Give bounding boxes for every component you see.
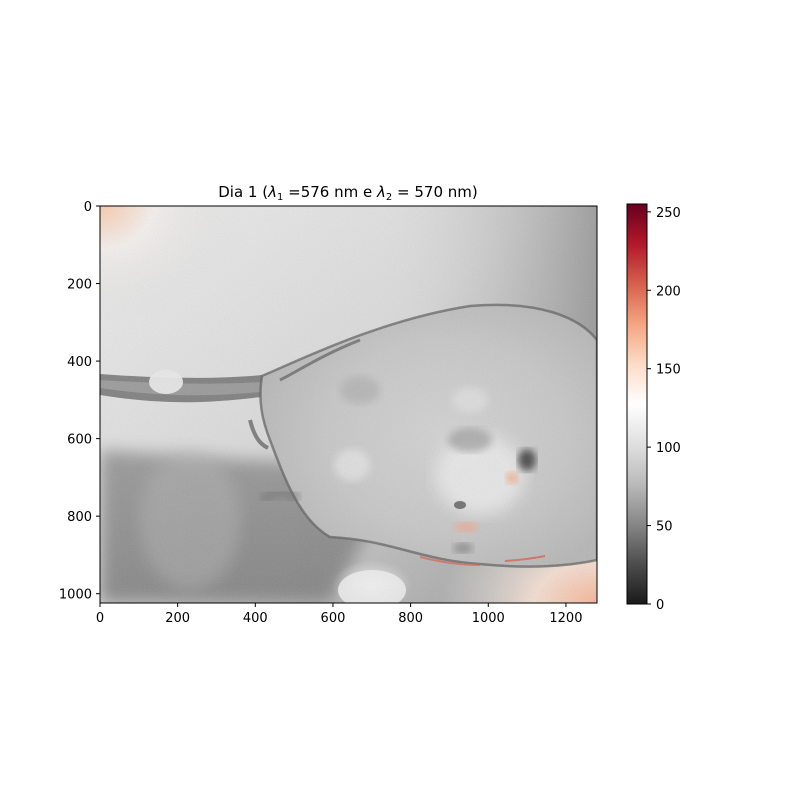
x-tick-label: 0 [96,611,104,626]
colorbar-tick-label: 150 [656,363,681,378]
microscopy-image [100,206,597,603]
colorbar-tick-label: 250 [656,206,681,221]
image-frame [99,205,598,604]
x-tick-label: 400 [243,611,268,626]
y-tick-label: 0 [84,200,92,215]
title-lambda1-value: =576 nm e [283,183,377,201]
title-prefix: Dia 1 ( [218,183,268,201]
colorbar-axis: 0 50 100 150 200 250 [647,206,681,613]
x-tick-label: 800 [398,611,423,626]
title-lambda2-symbol: λ [376,183,386,201]
plot-title: Dia 1 (λ1 =576 nm e λ2 = 570 nm) [218,183,477,203]
y-tick-label: 800 [67,510,92,525]
colorbar-tick-label: 100 [656,441,681,456]
colorbar: 0 50 100 150 200 250 [626,203,681,613]
title-lambda2-value: = 570 nm) [392,183,477,201]
title-lambda1-symbol: λ [267,183,277,201]
x-tick-label: 600 [321,611,346,626]
y-axis: 0 200 400 600 800 1000 [59,200,100,603]
colorbar-bar [626,203,648,605]
y-tick-label: 600 [67,433,92,448]
colorbar-tick-label: 200 [656,284,681,299]
title-lambda2-subscript: 2 [386,192,392,203]
colorbar-tick-label: 50 [656,520,673,535]
x-tick-label: 1200 [549,611,582,626]
x-axis: 0 200 400 600 800 1000 1200 [96,603,582,626]
y-tick-label: 200 [67,278,92,293]
colorbar-tick-label: 0 [656,598,664,613]
title-lambda1-subscript: 1 [277,192,283,203]
x-tick-label: 1000 [472,611,505,626]
y-tick-label: 1000 [59,588,92,603]
y-tick-label: 400 [67,355,92,370]
x-tick-label: 200 [165,611,190,626]
